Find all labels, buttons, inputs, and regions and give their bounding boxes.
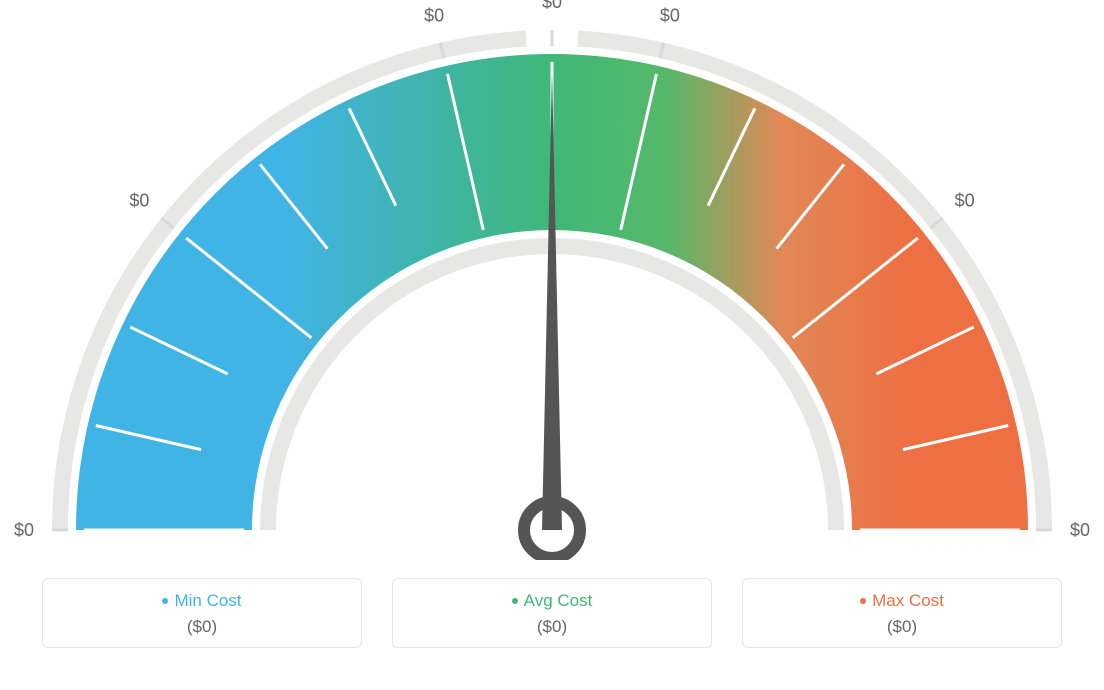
legend-label-text: Max Cost — [872, 591, 944, 610]
legend-card-avg: Avg Cost ($0) — [392, 578, 712, 648]
svg-text:$0: $0 — [660, 5, 680, 25]
legend-label-text: Min Cost — [174, 591, 241, 610]
svg-text:$0: $0 — [1070, 520, 1090, 540]
svg-text:$0: $0 — [542, 0, 562, 12]
legend-value: ($0) — [393, 617, 711, 637]
legend-card-min: Min Cost ($0) — [42, 578, 362, 648]
legend-value: ($0) — [743, 617, 1061, 637]
legend-label: Max Cost — [743, 591, 1061, 611]
gauge-chart: $0 $0 $0 $0 $0 $0 $0 — [0, 0, 1104, 560]
legend-dot — [860, 598, 866, 604]
svg-text:$0: $0 — [955, 191, 975, 211]
legend-dot — [162, 598, 168, 604]
legend-label: Avg Cost — [393, 591, 711, 611]
legend-label: Min Cost — [43, 591, 361, 611]
legend-card-max: Max Cost ($0) — [742, 578, 1062, 648]
legend-value: ($0) — [43, 617, 361, 637]
svg-text:$0: $0 — [14, 520, 34, 540]
svg-text:$0: $0 — [424, 5, 444, 25]
legend-row: Min Cost ($0) Avg Cost ($0) Max Cost ($0… — [42, 578, 1062, 648]
legend-label-text: Avg Cost — [524, 591, 593, 610]
legend-dot — [512, 598, 518, 604]
svg-text:$0: $0 — [129, 191, 149, 211]
